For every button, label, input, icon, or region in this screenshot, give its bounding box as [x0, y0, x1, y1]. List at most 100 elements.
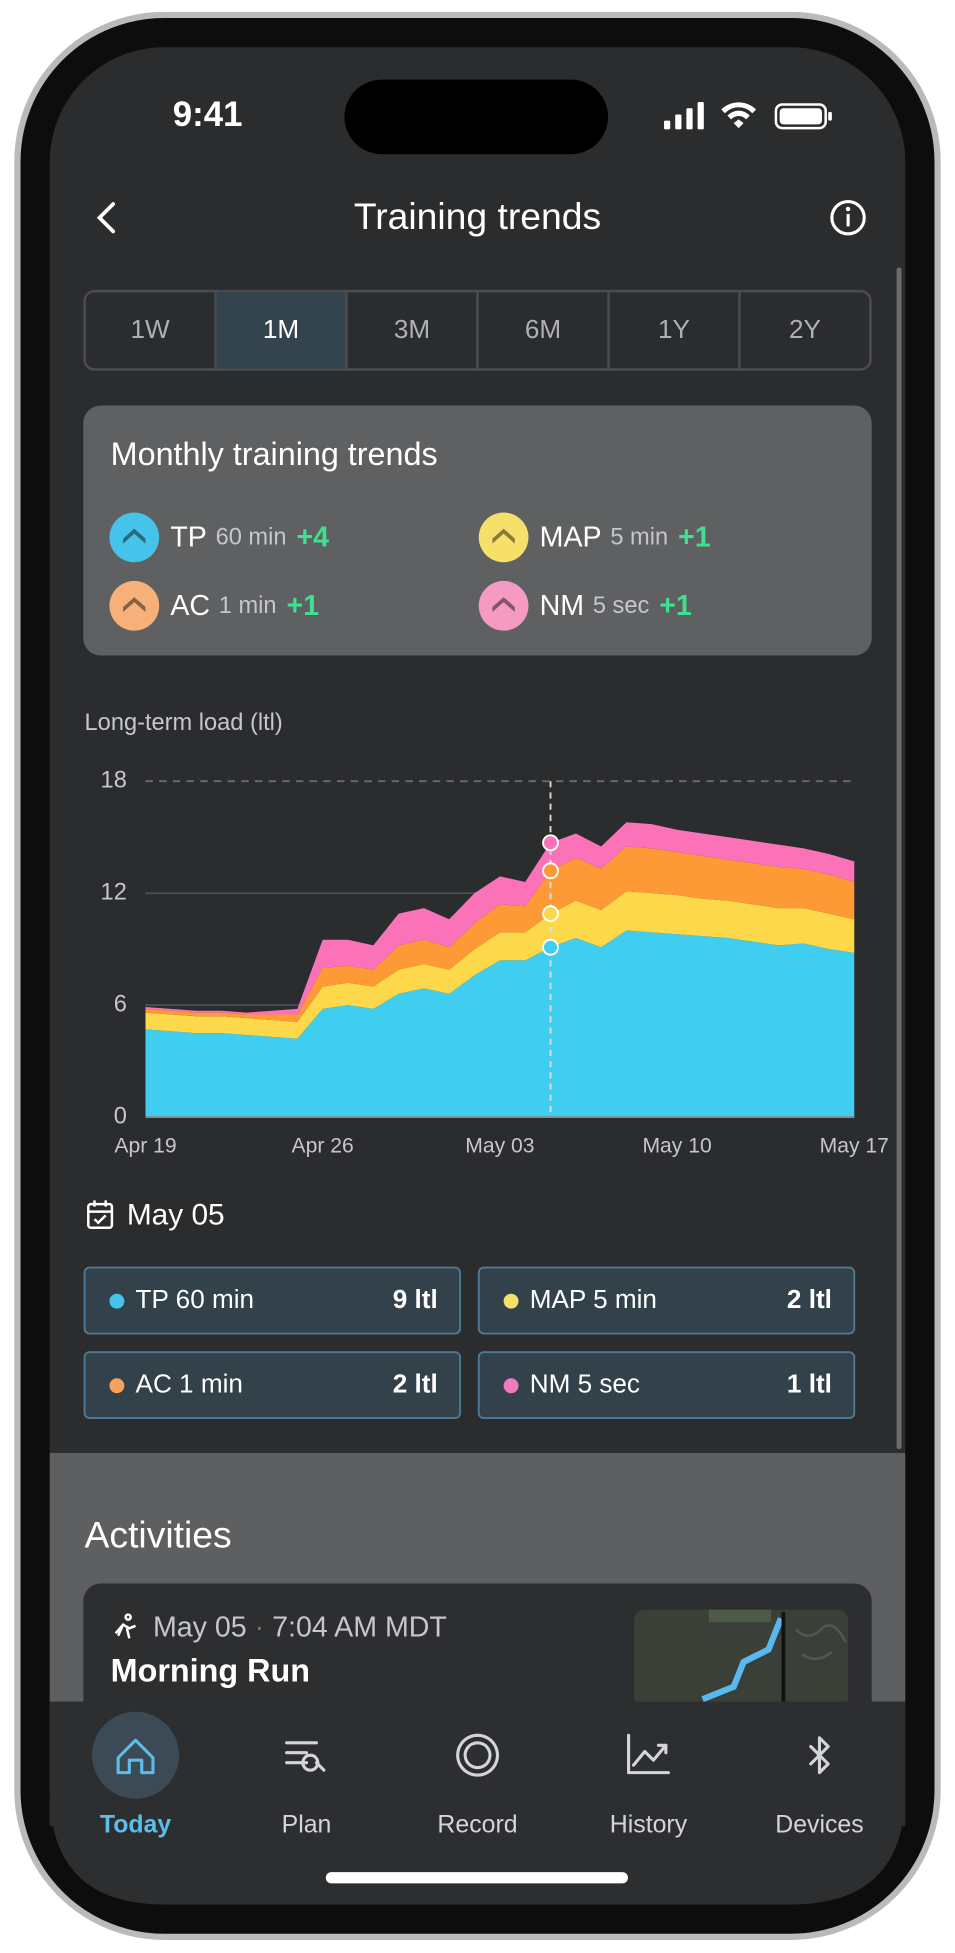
tile-label: NM 5 sec [530, 1369, 640, 1399]
trend-icon [109, 512, 160, 563]
tile-dot [109, 1293, 125, 1309]
trend-icon [478, 512, 529, 563]
trend-icon [478, 580, 529, 631]
trend-window: 5 min [610, 525, 668, 551]
nav-icon [116, 1738, 155, 1775]
tab-label[interactable]: 2Y [789, 314, 821, 344]
trend-change: +4 [296, 521, 329, 553]
x-tick-label: May 03 [465, 1134, 534, 1157]
nav-label[interactable]: Devices [775, 1811, 863, 1839]
separator: · [247, 1611, 272, 1643]
y-tick-label: 6 [114, 991, 127, 1017]
tile-dot [109, 1378, 125, 1394]
tile-value: 2 ltl [393, 1369, 438, 1399]
area-series [145, 846, 855, 1022]
area-series [145, 822, 855, 1015]
trend-name: AC [170, 590, 210, 622]
selection-marker [542, 938, 559, 956]
nav-icon [285, 1741, 326, 1772]
tile[interactable] [83, 1351, 462, 1420]
activity-time: 7:04 AM MDT [272, 1611, 447, 1643]
activity-date-time: May 05 · 7:04 AM MDT [153, 1611, 447, 1643]
run-icon [114, 1613, 137, 1639]
tab-label[interactable]: 6M [525, 314, 561, 344]
trend-chevron [123, 597, 146, 613]
range-tabs: 1W 1M 3M 6M 1Y 2Y [83, 289, 872, 371]
tile-dot [503, 1293, 519, 1309]
summary-items: TP 60 min +4 MAP 5 min +1 AC 1 min +1 NM 5 sec +1 [109, 512, 711, 631]
x-tick-label: May 10 [642, 1134, 711, 1157]
trend-window: 5 sec [593, 593, 650, 619]
nav-active-bg [92, 1711, 180, 1799]
trend-item: TP 60 min +4 [170, 521, 329, 553]
status-time: 9:41 [173, 95, 243, 134]
tab-selected-bg [215, 292, 347, 369]
chart-y-label: Long-term load (ltl) [85, 710, 283, 736]
info-button[interactable] [830, 199, 866, 236]
trend-chevron [123, 528, 146, 544]
nav-label[interactable]: Today [100, 1811, 172, 1839]
trend-item: NM 5 sec +1 [540, 590, 692, 622]
selection-marker [542, 834, 559, 852]
tile[interactable] [477, 1351, 856, 1420]
trend-chevron [492, 528, 515, 544]
trend-item: MAP 5 min +1 [540, 521, 711, 553]
detail-date: May 05 [127, 1198, 225, 1231]
calendar-icon [87, 1200, 114, 1230]
nav-items: Today Plan Record History Devices [92, 1711, 864, 1839]
x-tick-label: Apr 19 [114, 1134, 176, 1157]
home-indicator [325, 1872, 628, 1884]
tile[interactable] [477, 1266, 856, 1335]
trend-name: TP [170, 521, 207, 553]
nav-label[interactable]: Record [437, 1811, 517, 1839]
activity-name: Morning Run [111, 1653, 310, 1689]
detail-tiles: TP 60 min 9 ltl MAP 5 min 2 ltl AC 1 min 2 lt… [83, 1266, 856, 1420]
nav-icon [627, 1733, 670, 1775]
tile-label: MAP 5 min [530, 1284, 657, 1314]
trend-name: NM [540, 590, 584, 622]
area-series [145, 930, 855, 1118]
activity-map [634, 1609, 849, 1710]
tab-label[interactable]: 1M [263, 314, 299, 344]
tab-bar-bottom [49, 1791, 906, 1905]
selection-marker [542, 862, 559, 880]
x-tick-label: Apr 26 [292, 1134, 354, 1157]
trend-icon [109, 580, 160, 631]
tab-label[interactable]: 3M [394, 314, 430, 344]
chart: 0 6 12 18 Apr 19 Apr 26 May 03 May 10 May 17 [101, 767, 889, 1157]
tile[interactable] [83, 1266, 462, 1335]
trend-change: +1 [287, 590, 320, 622]
selection-marker [542, 905, 559, 923]
status-icons [664, 102, 832, 130]
trend-change: +1 [678, 521, 711, 553]
tile-dot [503, 1378, 519, 1394]
trend-window: 1 min [219, 593, 277, 619]
summary-card [83, 405, 872, 656]
activities-title: Activities [85, 1513, 232, 1555]
page-title: Training trends [354, 195, 601, 237]
tab-bar [49, 1701, 906, 1827]
back-button[interactable] [96, 202, 116, 234]
nav-icon [456, 1733, 499, 1777]
tile-value: 2 ltl [787, 1284, 832, 1314]
y-tick-label: 12 [101, 879, 127, 905]
tabs-border [83, 289, 872, 371]
trend-window: 60 min [216, 525, 287, 551]
x-tick-label: May 17 [820, 1134, 889, 1157]
trend-name: MAP [540, 521, 602, 553]
area-series [145, 891, 855, 1039]
nav-label[interactable]: History [610, 1811, 688, 1839]
nav-label[interactable]: Plan [282, 1811, 332, 1839]
dynamic-island [344, 79, 609, 155]
summary-title: Monthly training trends [111, 436, 438, 472]
nav-icon [809, 1736, 830, 1775]
activity-date: May 05 [153, 1611, 247, 1643]
tab-label[interactable]: 1W [130, 314, 170, 344]
tile-label: TP 60 min [136, 1284, 254, 1314]
tab-label[interactable]: 1Y [658, 314, 690, 344]
trend-item: AC 1 min +1 [170, 590, 319, 622]
y-tick-label: 0 [114, 1103, 127, 1129]
tile-value: 1 ltl [787, 1369, 832, 1399]
